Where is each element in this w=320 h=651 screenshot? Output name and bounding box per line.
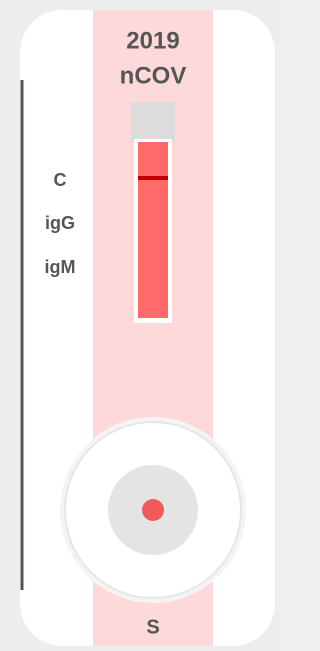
sample-dot (142, 499, 164, 521)
label-igg: igG (45, 213, 75, 233)
label-igm: igM (45, 257, 76, 277)
result-window (138, 142, 168, 318)
sample-label: S (146, 616, 159, 638)
label-c: C (54, 170, 67, 190)
test-cassette: 2019 nCOV C igG igM S (0, 0, 281, 651)
control-line (138, 176, 168, 180)
header-line1: 2019 (126, 27, 179, 54)
page: 2019 nCOV C igG igM S (() => { const dat… (0, 0, 320, 651)
window-top (131, 102, 175, 142)
header-line2: nCOV (120, 62, 187, 89)
